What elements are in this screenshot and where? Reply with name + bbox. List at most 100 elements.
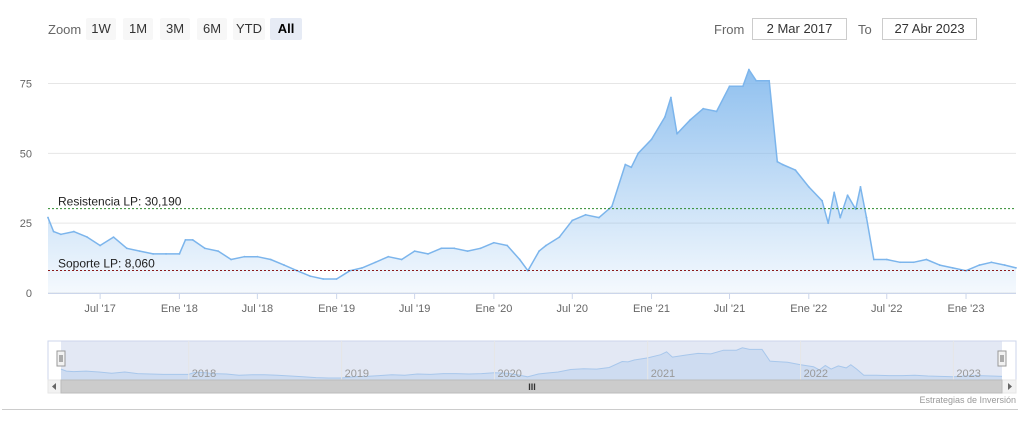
zoom-6m-button[interactable]: 6M bbox=[197, 18, 227, 40]
to-label: To bbox=[858, 22, 872, 37]
zoom-all-button[interactable]: All bbox=[270, 18, 302, 40]
to-date-input[interactable]: 27 Abr 2023 bbox=[882, 18, 977, 40]
scroll-right-arrow-icon[interactable] bbox=[1008, 383, 1012, 390]
price-point bbox=[865, 216, 868, 219]
price-point bbox=[624, 163, 627, 166]
y-tick-label: 50 bbox=[20, 148, 32, 160]
price-point bbox=[492, 241, 495, 244]
price-point bbox=[243, 255, 246, 258]
price-point bbox=[715, 110, 718, 113]
resistance-label: Resistencia LP: 30,190 bbox=[58, 195, 182, 209]
price-point bbox=[506, 244, 509, 247]
price-point bbox=[178, 252, 181, 255]
price-point bbox=[269, 258, 272, 261]
price-point bbox=[885, 258, 888, 261]
price-point bbox=[650, 138, 653, 141]
zoom-ytd-button[interactable]: YTD bbox=[233, 18, 265, 40]
price-point bbox=[741, 85, 744, 88]
price-point bbox=[781, 163, 784, 166]
price-point bbox=[990, 261, 993, 264]
x-tick-label: Ene '19 bbox=[318, 303, 355, 315]
price-point bbox=[833, 191, 836, 194]
price-point bbox=[47, 216, 49, 219]
y-axis: 0 25 50 75 bbox=[20, 79, 32, 300]
price-point bbox=[1003, 264, 1006, 266]
navigator[interactable]: 2018 2019 2020 2021 2022 2023 III bbox=[47, 340, 1017, 394]
price-line bbox=[47, 68, 1017, 280]
x-tick-label: Ene '20 bbox=[475, 303, 512, 315]
price-point bbox=[637, 152, 640, 155]
price-point bbox=[72, 230, 75, 233]
price-point bbox=[184, 239, 187, 241]
price-point bbox=[859, 185, 862, 188]
price-point bbox=[584, 213, 587, 216]
price-point bbox=[821, 199, 824, 202]
zoom-1m-button[interactable]: 1M bbox=[123, 18, 153, 40]
from-date-input[interactable]: 2 Mar 2017 bbox=[752, 18, 847, 40]
price-point bbox=[776, 160, 779, 163]
price-point bbox=[152, 252, 155, 255]
price-point bbox=[872, 258, 875, 261]
price-point bbox=[611, 205, 613, 208]
price-point bbox=[571, 219, 574, 222]
price-point bbox=[230, 258, 232, 261]
scrollbar-thumb[interactable] bbox=[60, 379, 1003, 394]
price-point bbox=[827, 222, 830, 225]
y-tick-label: 75 bbox=[20, 79, 32, 91]
zoom-1w-button[interactable]: 1W bbox=[86, 18, 116, 40]
price-point bbox=[807, 185, 810, 188]
price-area-fill bbox=[48, 69, 1016, 293]
navigator-year-label: 2018 bbox=[192, 368, 216, 380]
navigator-year-label: 2020 bbox=[497, 368, 521, 380]
y-tick-label: 25 bbox=[20, 218, 32, 230]
price-point bbox=[794, 169, 797, 172]
price-point bbox=[938, 264, 941, 266]
x-tick-label: Ene '22 bbox=[790, 303, 827, 315]
zoom-3m-button[interactable]: 3M bbox=[160, 18, 190, 40]
price-point bbox=[748, 68, 750, 71]
price-point bbox=[165, 252, 167, 255]
price-point bbox=[99, 244, 102, 247]
x-tick-label: Ene '18 bbox=[161, 303, 198, 315]
price-series bbox=[47, 68, 1017, 293]
navigator-right-handle[interactable] bbox=[997, 350, 1007, 367]
zoom-label: Zoom bbox=[48, 22, 82, 37]
price-point bbox=[479, 247, 482, 250]
price-point bbox=[664, 116, 666, 118]
navigator-left-handle[interactable] bbox=[56, 350, 66, 367]
price-point bbox=[374, 261, 377, 264]
price-point bbox=[598, 216, 600, 219]
range-selector-toolbar: Zoom 1W 1M 3M 6M YTD All From 2 Mar 2017… bbox=[0, 0, 1030, 60]
navigator-year-label: 2019 bbox=[345, 368, 369, 380]
navigator-year-label: 2022 bbox=[804, 368, 828, 380]
price-point bbox=[630, 166, 633, 169]
price-point bbox=[203, 247, 206, 250]
x-tick-label: Jul '19 bbox=[399, 303, 430, 315]
x-tick-label: Jul '21 bbox=[714, 303, 745, 315]
price-point bbox=[755, 79, 758, 82]
bottom-divider bbox=[2, 409, 1018, 410]
price-point bbox=[518, 258, 521, 261]
from-label: From bbox=[714, 22, 745, 37]
price-point bbox=[951, 266, 954, 269]
price-point bbox=[427, 252, 429, 255]
price-point bbox=[453, 247, 456, 250]
x-tick-label: Ene '23 bbox=[948, 303, 985, 315]
price-point bbox=[52, 230, 55, 233]
price-point bbox=[1015, 266, 1017, 269]
price-point bbox=[846, 194, 849, 197]
price-point bbox=[191, 239, 194, 241]
navigator-mask bbox=[61, 341, 1002, 380]
price-point bbox=[335, 278, 338, 280]
price-point bbox=[545, 244, 547, 247]
navigator-year-label: 2021 bbox=[651, 368, 675, 380]
scroll-left-arrow-icon[interactable] bbox=[52, 383, 56, 390]
price-point bbox=[125, 247, 128, 250]
price-point bbox=[217, 250, 220, 253]
price-point bbox=[440, 247, 443, 250]
price-point bbox=[702, 107, 705, 110]
price-point bbox=[925, 258, 928, 261]
price-point bbox=[689, 118, 692, 121]
price-point bbox=[283, 264, 285, 266]
